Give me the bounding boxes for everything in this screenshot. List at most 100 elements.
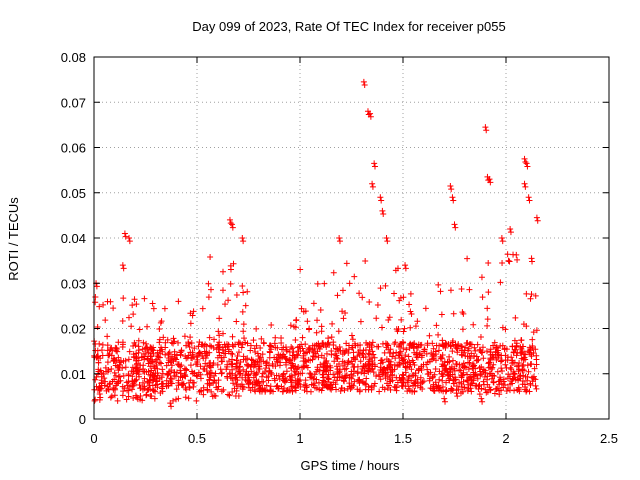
data-point (229, 389, 236, 396)
data-point (272, 334, 279, 341)
data-point (484, 305, 491, 312)
data-point (218, 358, 225, 365)
data-point (200, 384, 207, 391)
data-point (122, 364, 129, 371)
data-point (343, 347, 350, 354)
data-point (335, 328, 342, 335)
data-point (275, 385, 282, 392)
data-point (339, 287, 346, 294)
data-point (196, 350, 203, 357)
data-point (503, 387, 510, 394)
data-point (148, 367, 155, 374)
data-point (136, 326, 143, 333)
data-point (135, 337, 142, 344)
data-point (402, 382, 409, 389)
data-point (173, 386, 180, 393)
data-point (263, 374, 270, 381)
data-point (382, 340, 389, 347)
data-point (100, 301, 107, 308)
y-tick-label: 0.07 (61, 95, 86, 110)
data-point (526, 197, 533, 204)
data-point (128, 368, 135, 375)
data-point (466, 286, 473, 293)
data-point (112, 372, 119, 379)
data-point (340, 315, 347, 322)
data-point (468, 376, 475, 383)
data-point (175, 298, 182, 305)
data-point (216, 332, 223, 339)
data-point (318, 328, 325, 335)
data-point (349, 372, 356, 379)
data-point (513, 352, 520, 359)
data-point (313, 329, 320, 336)
data-point (348, 358, 355, 365)
data-point (157, 319, 164, 326)
data-point (247, 387, 254, 394)
data-point (252, 348, 259, 355)
data-point (509, 380, 516, 387)
data-point (497, 376, 504, 383)
data-point (490, 379, 497, 386)
data-point (442, 388, 449, 395)
data-point (400, 294, 407, 301)
data-point (523, 387, 530, 394)
data-point (356, 388, 363, 395)
data-point (253, 325, 260, 332)
data-point (459, 326, 466, 333)
data-point (333, 352, 340, 359)
data-point (226, 392, 233, 399)
data-point (92, 299, 99, 306)
data-point (450, 197, 457, 204)
data-point (467, 341, 474, 348)
data-point (521, 155, 528, 162)
data-point (389, 372, 396, 379)
data-point (297, 266, 304, 273)
data-point (439, 351, 446, 358)
data-point (159, 380, 166, 387)
x-tick-label: 1.5 (394, 431, 412, 446)
data-point (175, 362, 182, 369)
data-point (453, 390, 460, 397)
data-point (190, 308, 197, 315)
data-point (442, 366, 449, 373)
data-point (354, 370, 361, 377)
data-point (185, 339, 192, 346)
data-point (327, 385, 334, 392)
data-point (265, 377, 272, 384)
data-point (98, 373, 105, 380)
data-point (497, 374, 504, 381)
data-point (342, 309, 349, 316)
data-point (402, 352, 409, 359)
data-point (507, 225, 514, 232)
data-point (119, 383, 126, 390)
data-point (438, 355, 445, 362)
data-point (463, 340, 470, 347)
data-point (508, 366, 515, 373)
data-point (484, 316, 491, 323)
data-point (147, 386, 154, 393)
data-point (303, 383, 310, 390)
data-point (177, 349, 184, 356)
data-point (204, 387, 211, 394)
data-point (113, 347, 120, 354)
data-point (429, 374, 436, 381)
data-point (114, 348, 121, 355)
data-point (403, 346, 410, 353)
data-point (103, 368, 110, 375)
data-point (459, 309, 466, 316)
data-point (333, 363, 340, 370)
data-point (94, 371, 101, 378)
data-point (171, 354, 178, 361)
data-point (383, 235, 390, 241)
data-point (400, 328, 407, 335)
data-point (379, 207, 386, 214)
data-point (382, 371, 389, 378)
data-point (267, 369, 274, 376)
data-point (255, 352, 262, 359)
data-point (421, 346, 428, 353)
data-point (301, 381, 308, 388)
data-point (240, 238, 247, 245)
data-point (407, 324, 414, 331)
data-point (518, 355, 525, 362)
data-point (519, 348, 526, 355)
